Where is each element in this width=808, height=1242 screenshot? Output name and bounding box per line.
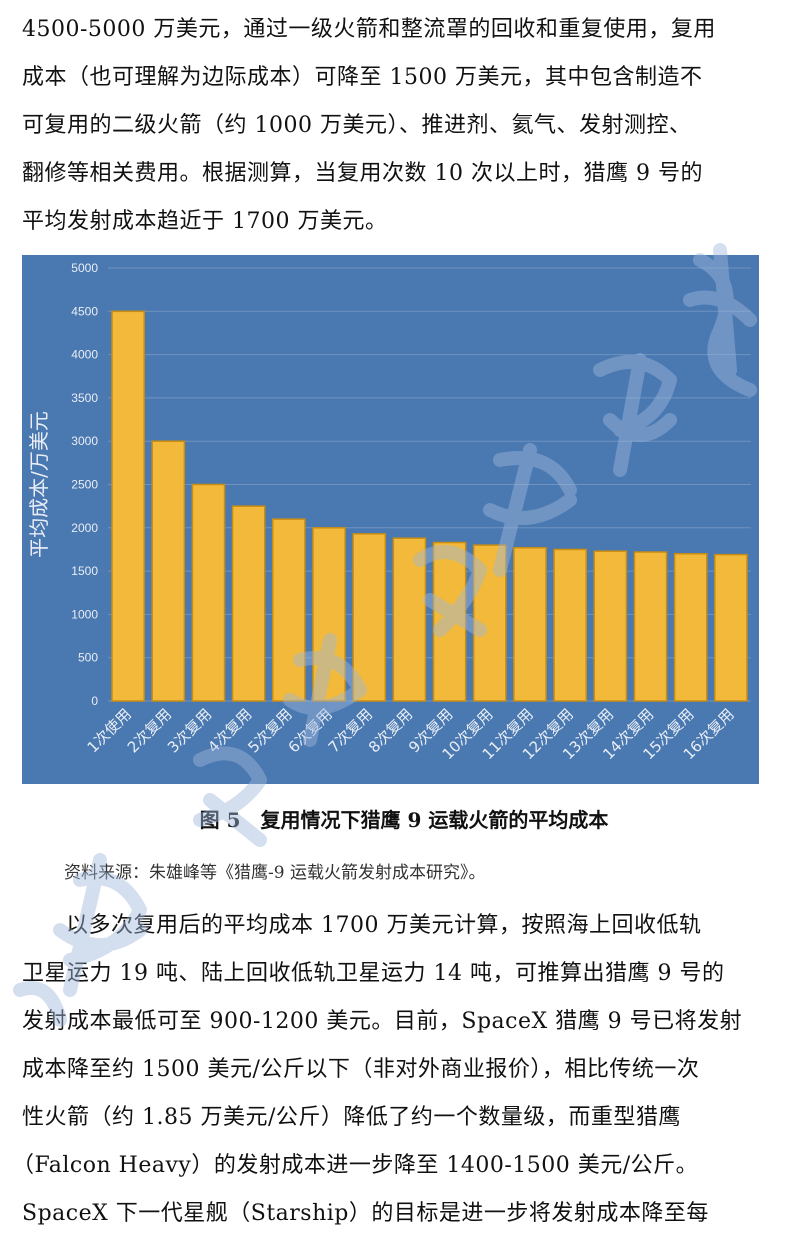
bar-chart: 0 500 1000 1500 2000 2500 3000 3500 4000 4500 5000… bbox=[22, 255, 759, 784]
y-tick-label: 3000 bbox=[71, 434, 98, 448]
chart-canvas: 0 500 1000 1500 2000 2500 3000 3500 4000 4500 5000… bbox=[27, 261, 751, 763]
figure-caption: 图 5 复用情况下猎鹰 9 运载火箭的平均成本 bbox=[199, 808, 609, 832]
text-line: 平均发射成本趋近于 1700 万美元。 bbox=[22, 209, 388, 234]
x-tick-label: 7次复用 bbox=[325, 705, 376, 756]
bar bbox=[392, 537, 427, 702]
bar bbox=[231, 505, 266, 702]
text-line: SpaceX 下一代星舰（Starship）的目标是进一步将发射成本降至每 bbox=[22, 1201, 709, 1226]
text-line: 卫星运力 19 吨、陆上回收低轨卫星运力 14 吨，可推算出猎鹰 9 号的 bbox=[22, 961, 725, 986]
x-tick-label: 5次复用 bbox=[244, 705, 295, 756]
bar bbox=[714, 553, 748, 702]
y-tick-label: 5000 bbox=[71, 261, 98, 275]
y-axis-label: 平均成本/万美元 bbox=[27, 411, 51, 558]
y-tick-label: 0 bbox=[91, 694, 98, 708]
y-tick-label: 4000 bbox=[71, 348, 98, 362]
y-tick-label: 1000 bbox=[71, 607, 98, 621]
bar bbox=[312, 527, 346, 702]
x-tick-label: 2次复用 bbox=[124, 705, 175, 756]
text-line: 成本降至约 1500 美元/公斤以下（非对外商业报价），相比传统一次 bbox=[22, 1057, 700, 1082]
bar bbox=[513, 546, 547, 702]
bar bbox=[191, 483, 226, 702]
x-tick-label: 3次复用 bbox=[164, 705, 215, 756]
y-tick-label: 4500 bbox=[71, 304, 98, 318]
text-line: 翻修等相关费用。根据测算，当复用次数 10 次以上时，猎鹰 9 号的 bbox=[22, 161, 703, 186]
text-line: 4500-5000 万美元，通过一级火箭和整流罩的回收和重复使用，复用 bbox=[22, 17, 716, 42]
bar bbox=[432, 541, 467, 702]
y-tick-label: 3500 bbox=[71, 391, 98, 405]
y-tick-label: 1500 bbox=[71, 564, 98, 578]
text-line: 以多次复用后的平均成本 1700 万美元计算，按照海上回收低轨 bbox=[66, 913, 702, 938]
y-tick-label: 2000 bbox=[71, 521, 98, 535]
bar bbox=[111, 310, 145, 702]
bar bbox=[553, 548, 587, 702]
y-tick-label: 500 bbox=[78, 651, 98, 665]
x-tick-label: 1次使用 bbox=[84, 705, 135, 756]
bar bbox=[673, 553, 708, 702]
text-line: 可复用的二级火箭（约 1000 万美元）、推进剂、氦气、发射测控、 bbox=[22, 113, 692, 138]
bar bbox=[151, 440, 186, 702]
bar bbox=[593, 550, 628, 702]
text-line: （Falcon Heavy）的发射成本进一步降至 1400-1500 美元/公斤… bbox=[12, 1153, 699, 1178]
text-line: 发射成本最低可至 900-1200 美元。目前，SpaceX 猎鹰 9 号已将发… bbox=[22, 1009, 743, 1034]
bar bbox=[272, 518, 306, 702]
text-line: 性火箭（约 1.85 万美元/公斤）降低了约一个数量级，而重型猎鹰 bbox=[22, 1105, 681, 1130]
bar bbox=[633, 551, 668, 702]
y-tick-label: 2500 bbox=[71, 478, 98, 492]
figure-source: 资料来源：朱雄峰等《猎鹰-9 运载火箭发射成本研究》。 bbox=[64, 863, 486, 883]
bar bbox=[472, 544, 507, 702]
bar bbox=[352, 533, 387, 702]
x-tick-label: 4次复用 bbox=[204, 705, 255, 756]
text-line: 成本（也可理解为边际成本）可降至 1500 万美元，其中包含制造不 bbox=[22, 65, 703, 90]
x-tick-label: 6次复用 bbox=[285, 705, 336, 756]
x-tick-label: 8次复用 bbox=[365, 705, 416, 756]
